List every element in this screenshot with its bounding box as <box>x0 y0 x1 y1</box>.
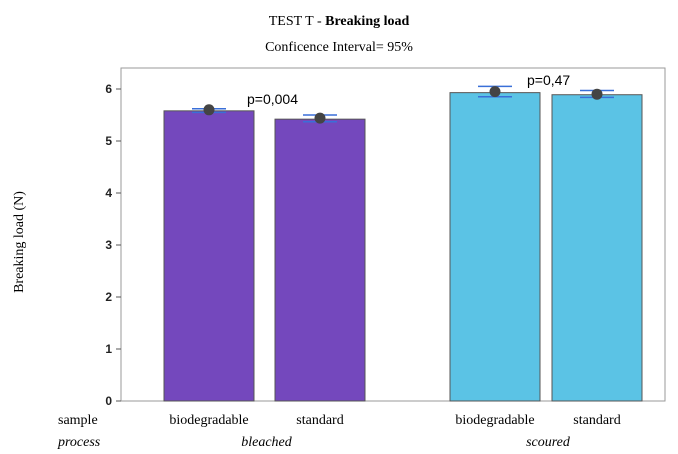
y-tick-label: 4 <box>105 186 112 200</box>
y-tick-label: 2 <box>105 290 112 304</box>
y-tick-label: 1 <box>105 342 112 356</box>
bar <box>449 92 541 402</box>
chart-title-bold: Breaking load <box>325 14 409 29</box>
mean-point <box>489 86 501 98</box>
y-tick-label: 0 <box>105 394 112 408</box>
chart-subtitle: Conficence Interval= 95% <box>265 40 413 55</box>
mean-point <box>203 104 215 116</box>
bar <box>163 110 255 402</box>
y-tick-label: 6 <box>105 82 112 96</box>
process-row-label: process <box>57 435 101 450</box>
bar <box>551 94 643 402</box>
sample-label: biodegradable <box>169 413 248 428</box>
plot-frame <box>120 67 666 402</box>
p-value-label: p=0,004 <box>247 91 298 107</box>
sample-label: standard <box>296 413 343 428</box>
process-label: bleached <box>241 435 293 450</box>
mean-point <box>591 88 603 100</box>
sample-label: biodegradable <box>455 413 534 428</box>
chart-title-prefix: TEST T - <box>269 14 325 29</box>
sample-row-label: sample <box>58 413 98 428</box>
chart-title: TEST T - Breaking load <box>269 14 410 29</box>
y-axis-label: Breaking load (N) <box>12 191 27 293</box>
mean-point <box>314 112 326 124</box>
p-value-label: p=0,47 <box>527 72 570 88</box>
y-tick-label: 5 <box>105 134 112 148</box>
plot-area: 0 1 2 3 4 5 6 p=0,004 p=0,47 <box>105 67 666 408</box>
process-label: scoured <box>526 435 571 450</box>
sample-label: standard <box>573 413 620 428</box>
y-tick-label: 3 <box>105 238 112 252</box>
bar <box>274 118 366 402</box>
x-labels: biodegradable standardbleachedbiodegradab… <box>169 413 620 450</box>
